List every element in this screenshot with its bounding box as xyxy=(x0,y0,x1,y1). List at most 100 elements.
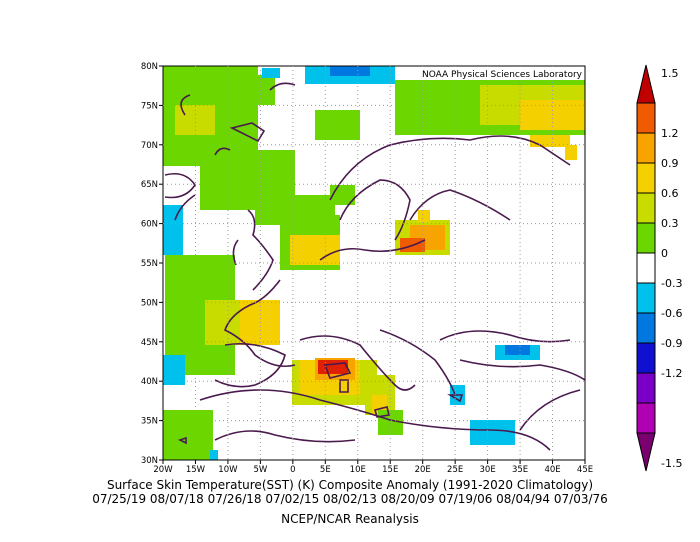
anomaly-patch xyxy=(530,135,570,147)
anomaly-patch xyxy=(262,68,280,78)
colorbar-swatch xyxy=(636,192,656,224)
lat-tick-label: 50N xyxy=(141,298,158,308)
coastline xyxy=(319,239,426,261)
gridlines xyxy=(163,66,585,460)
coastline xyxy=(329,135,571,201)
latitude-tick-labels: 30N 35N 40N 45N 50N 55N 60N 65N 70N 75N 80N xyxy=(141,62,163,466)
coastline xyxy=(214,147,231,156)
lon-tick-label: 5E xyxy=(320,465,331,475)
coastline xyxy=(199,389,551,451)
lon-tick-label: 30E xyxy=(480,465,496,475)
coastline xyxy=(323,362,352,379)
colorbar-label: -0.9 xyxy=(661,337,682,350)
colorbar-label: 0.3 xyxy=(661,217,679,230)
lat-tick-label: 75N xyxy=(141,101,158,111)
lat-tick-label: 60N xyxy=(141,220,158,230)
lat-tick-label: 30N xyxy=(141,456,158,466)
coastline xyxy=(174,194,196,221)
lon-tick-label: 20E xyxy=(415,465,431,475)
colorbar-label: 1.2 xyxy=(661,127,679,140)
colorbar-label: -0.6 xyxy=(661,307,682,320)
credit-label: NOAA Physical Sciences Laboratory xyxy=(422,70,583,80)
data-source: NCEP/NCAR Reanalysis xyxy=(281,512,419,526)
colorbar-label: -0.3 xyxy=(661,277,682,290)
lat-tick-label: 40N xyxy=(141,377,158,387)
lon-tick-label: 40E xyxy=(544,465,560,475)
coastline xyxy=(339,179,411,241)
anomaly-patch xyxy=(318,360,348,374)
colorbar: 1.5 1.2 0.9 0.6 0.3 0 -0.3 -0.6 -0.9 -1.2 -1.5 xyxy=(636,64,682,472)
colorbar-swatch xyxy=(636,252,656,284)
lon-tick-label: 0 xyxy=(290,465,295,475)
coastline xyxy=(232,239,239,266)
coastline xyxy=(229,122,266,143)
anomaly-patch xyxy=(163,355,185,385)
colorbar-swatch xyxy=(636,222,656,254)
colorbar-swatch xyxy=(636,312,656,344)
coastline xyxy=(439,330,571,343)
anomaly-patch xyxy=(163,410,213,460)
coastline xyxy=(409,189,511,221)
anomaly-patch xyxy=(418,210,430,222)
lat-tick-label: 80N xyxy=(141,62,158,72)
colorbar-arrow-bottom xyxy=(636,432,656,472)
coastline xyxy=(214,430,356,443)
coastlines xyxy=(164,82,586,451)
anomaly-patch xyxy=(315,110,360,140)
coastline xyxy=(379,329,456,396)
coastline xyxy=(247,209,274,291)
colorbar-swatch xyxy=(636,102,656,134)
composite-dates: 07/25/19 08/07/18 07/26/18 07/02/15 08/0… xyxy=(92,492,608,506)
colorbar-label: -1.5 xyxy=(661,457,682,470)
colorbar-label: 0.6 xyxy=(661,187,679,200)
lon-tick-label: 15W xyxy=(186,465,206,475)
lon-tick-label: 10W xyxy=(218,465,238,475)
lat-tick-label: 55N xyxy=(141,259,158,269)
anomaly-patch xyxy=(505,345,530,355)
map-frame: 30N 35N 40N 45N 50N 55N 60N 65N 70N 75N 80N 20W 15W… xyxy=(141,62,593,475)
coastline xyxy=(214,342,286,388)
coastline xyxy=(299,335,416,391)
lon-tick-label: 35E xyxy=(512,465,528,475)
colorbar-swatch xyxy=(636,342,656,374)
lon-tick-label: 20W xyxy=(153,465,173,475)
anomaly-patch xyxy=(210,450,218,460)
colorbar-swatch xyxy=(636,372,656,404)
anomaly-field xyxy=(163,66,585,460)
anomaly-patch xyxy=(470,420,515,445)
coastline xyxy=(339,379,349,393)
colorbar-swatch xyxy=(636,132,656,164)
longitude-tick-labels: 20W 15W 10W 5W 0 5E 10E 15E 20E 25E 30E 35E 40E 45E xyxy=(153,460,593,475)
colorbar-swatch xyxy=(636,282,656,314)
coastline xyxy=(459,359,586,381)
colorbar-label: 1.5 xyxy=(661,67,679,80)
colorbar-label: -1.2 xyxy=(661,367,682,380)
anomaly-patch xyxy=(290,235,340,265)
figure-title: Surface Skin Temperature(SST) (K) Compos… xyxy=(106,478,594,492)
coastline xyxy=(269,82,296,91)
colorbar-swatch xyxy=(636,162,656,194)
anomaly-patch xyxy=(163,205,183,255)
lon-tick-label: 5W xyxy=(253,465,267,475)
lat-tick-label: 35N xyxy=(141,417,158,427)
lat-tick-label: 45N xyxy=(141,338,158,348)
anomaly-patch xyxy=(230,75,275,105)
lon-tick-label: 45E xyxy=(577,465,593,475)
lat-tick-label: 65N xyxy=(141,180,158,190)
colorbar-label: 0 xyxy=(661,247,668,260)
lon-tick-label: 15E xyxy=(382,465,398,475)
coastline xyxy=(519,389,581,431)
anomaly-patch xyxy=(330,66,370,76)
colorbar-label: 0.9 xyxy=(661,157,679,170)
coastline xyxy=(374,406,390,418)
lon-tick-label: 10E xyxy=(350,465,366,475)
coastline xyxy=(177,436,187,445)
coastline xyxy=(224,279,296,368)
lat-tick-label: 70N xyxy=(141,141,158,151)
coastline xyxy=(180,94,191,116)
anomaly-patch xyxy=(565,145,577,160)
colorbar-arrow-top xyxy=(636,64,656,104)
lon-tick-label: 25E xyxy=(447,465,463,475)
colorbar-swatch xyxy=(636,402,656,434)
